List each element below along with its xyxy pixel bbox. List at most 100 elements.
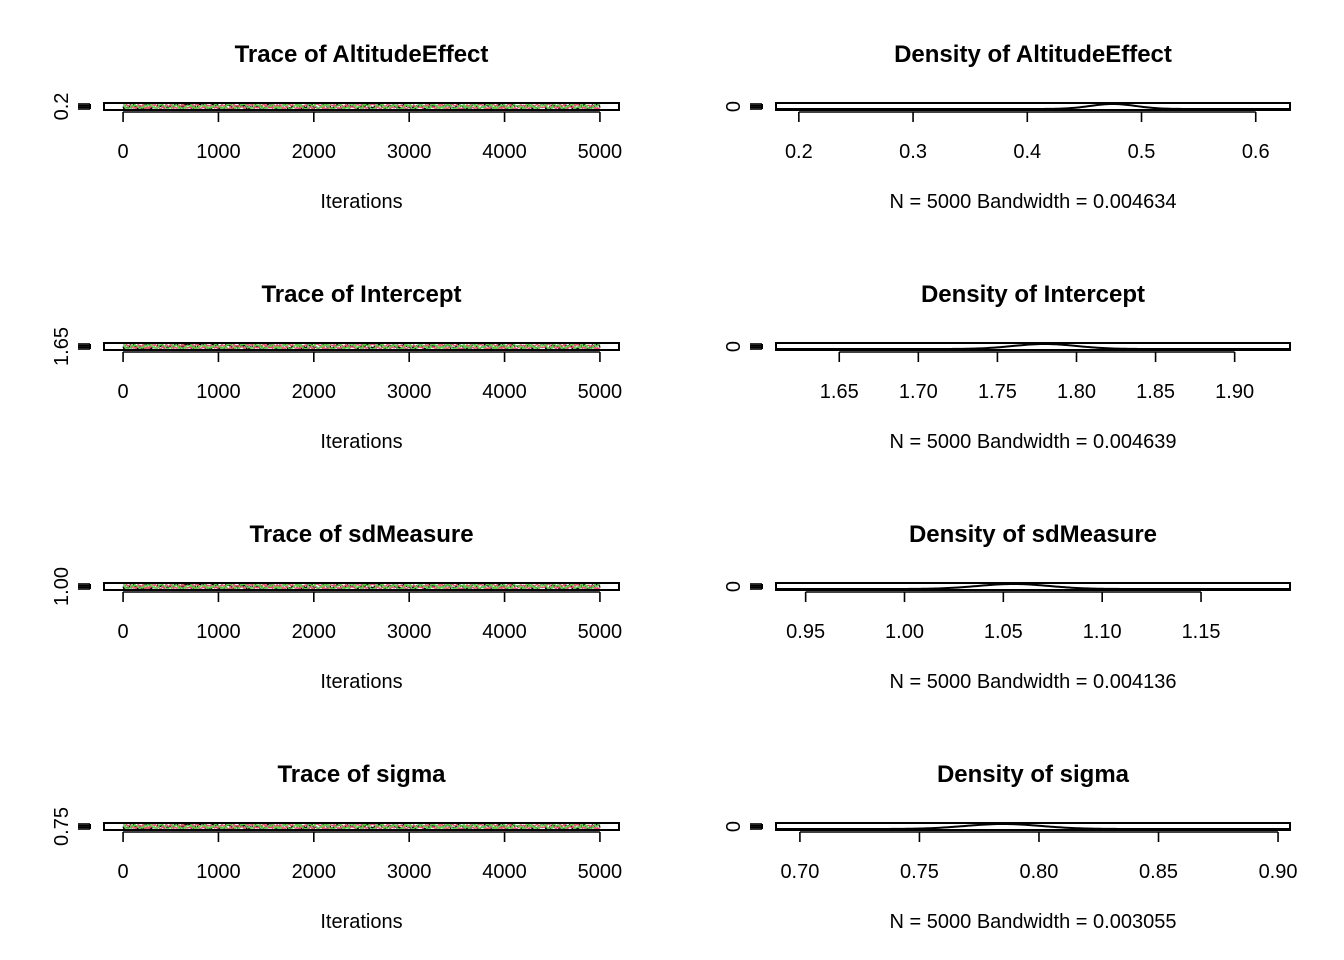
x-tick-label: 0.85 — [1139, 861, 1178, 883]
panel-title: Trace of AltitudeEffect — [235, 41, 489, 68]
panel-trace-of-intercept: Trace of Intercept 1.65 0 1000 2000 3000 4000 5… — [51, 281, 622, 453]
x-tick-label: 1.80 — [1057, 381, 1096, 403]
y-axis: 0 — [723, 101, 763, 112]
panel-title: Trace of sdMeasure — [249, 521, 473, 548]
x-tick-label: 1.85 — [1136, 381, 1175, 403]
panel-density-of-sdmeasure: Density of sdMeasure 0 0.95 1.00 1.05 1.10 1.1… — [723, 521, 1291, 693]
x-tick-label: 0.2 — [785, 141, 813, 163]
x-tick-label: 3000 — [387, 381, 432, 403]
y-axis: 0 — [723, 341, 763, 352]
y-tick-label: 0.2 — [51, 93, 73, 121]
x-tick-label: 0.3 — [899, 141, 927, 163]
y-tick-label: 0 — [723, 341, 745, 352]
x-axis: 0.2 0.3 0.4 0.5 0.6 — [785, 111, 1270, 163]
trace-series-2 — [122, 581, 601, 592]
panel-trace-of-sdmeasure: Trace of sdMeasure 1.00 0 1000 2000 3000 4000 5… — [51, 521, 622, 693]
x-tick-label: 5000 — [578, 861, 623, 883]
y-axis: 1.65 — [51, 327, 91, 366]
x-axis: 0 1000 2000 3000 4000 5000 — [118, 351, 623, 403]
y-axis: 0 — [723, 821, 763, 832]
x-tick-label: 1.15 — [1182, 621, 1221, 643]
panel-title: Density of sdMeasure — [909, 521, 1157, 548]
panel-density-of-sigma: Density of sigma 0 0.70 0.75 0.80 0.85 0.90 N =… — [723, 761, 1298, 933]
x-axis: 0 1000 2000 3000 4000 5000 — [118, 831, 623, 883]
x-axis-label: N = 5000 Bandwidth = 0.003055 — [890, 911, 1177, 933]
density-curve — [776, 582, 1290, 590]
trace-series-2 — [122, 341, 601, 352]
panel-title: Trace of sigma — [277, 761, 446, 788]
x-axis-label: Iterations — [320, 191, 402, 213]
plot-frame — [775, 102, 1291, 111]
x-tick-label: 0.90 — [1259, 861, 1298, 883]
x-tick-label: 2000 — [292, 141, 337, 163]
x-axis: 0 1000 2000 3000 4000 5000 — [118, 591, 623, 643]
plot-frame — [775, 582, 1291, 591]
y-tick-label: 1.00 — [51, 567, 73, 606]
x-tick-label: 1000 — [196, 141, 241, 163]
x-tick-label: 1000 — [196, 621, 241, 643]
x-axis: 0 1000 2000 3000 4000 5000 — [118, 111, 623, 163]
x-tick-label: 2000 — [292, 381, 337, 403]
x-tick-label: 1.70 — [899, 381, 938, 403]
x-tick-label: 2000 — [292, 621, 337, 643]
x-tick-label: 0.80 — [1020, 861, 1059, 883]
plot-frame — [103, 822, 620, 831]
trace-series-2 — [122, 101, 601, 112]
x-tick-label: 0 — [118, 141, 129, 163]
density-curve — [776, 102, 1290, 110]
panel-title: Density of sigma — [937, 761, 1130, 788]
panel-title: Trace of Intercept — [261, 281, 461, 308]
y-axis: 1.00 — [51, 567, 91, 606]
x-axis: 0.95 1.00 1.05 1.10 1.15 — [786, 591, 1221, 643]
x-tick-label: 0.6 — [1242, 141, 1270, 163]
x-tick-label: 0 — [118, 621, 129, 643]
x-axis-label: Iterations — [320, 911, 402, 933]
x-tick-label: 0.75 — [900, 861, 939, 883]
panels: Trace of AltitudeEffect 0.2 0 1000 2000 3000 4… — [51, 41, 1298, 933]
y-tick-label: 0 — [723, 581, 745, 592]
x-axis-label: N = 5000 Bandwidth = 0.004639 — [890, 431, 1177, 453]
trace-series-3 — [123, 341, 601, 352]
x-tick-label: 5000 — [578, 621, 623, 643]
panel-title: Density of Intercept — [921, 281, 1145, 308]
x-tick-label: 1000 — [196, 861, 241, 883]
x-tick-label: 2000 — [292, 861, 337, 883]
x-tick-label: 1.00 — [885, 621, 924, 643]
x-axis-label: Iterations — [320, 431, 402, 453]
x-tick-label: 0.95 — [786, 621, 825, 643]
y-tick-label: 0 — [723, 101, 745, 112]
x-tick-label: 1.65 — [820, 381, 859, 403]
y-axis: 0.2 — [51, 93, 91, 121]
x-tick-label: 0.4 — [1013, 141, 1041, 163]
plot-frame — [103, 582, 620, 591]
x-axis-label: N = 5000 Bandwidth = 0.004136 — [890, 671, 1177, 693]
x-tick-label: 1000 — [196, 381, 241, 403]
x-tick-label: 1.75 — [978, 381, 1017, 403]
x-tick-label: 5000 — [578, 141, 623, 163]
x-tick-label: 0 — [118, 861, 129, 883]
x-tick-label: 4000 — [482, 861, 527, 883]
density-curve — [776, 823, 1290, 830]
y-tick-label: 1.65 — [51, 327, 73, 366]
x-tick-label: 4000 — [482, 141, 527, 163]
x-tick-label: 0.70 — [780, 861, 819, 883]
x-tick-label: 3000 — [387, 621, 432, 643]
x-tick-label: 3000 — [387, 141, 432, 163]
y-tick-label: 0 — [723, 821, 745, 832]
plot-frame — [103, 342, 620, 351]
plot-frame — [775, 342, 1291, 351]
y-axis: 0.75 — [51, 807, 91, 846]
panel-trace-of-sigma: Trace of sigma 0.75 0 1000 2000 3000 4000 5000 I… — [51, 761, 622, 933]
x-axis: 0.70 0.75 0.80 0.85 0.90 — [780, 831, 1298, 883]
panel-density-of-intercept: Density of Intercept 0 1.65 1.70 1.75 1.80 1.8… — [723, 281, 1291, 453]
panel-trace-of-altitudeeffect: Trace of AltitudeEffect 0.2 0 1000 2000 3000 4… — [51, 41, 622, 213]
x-axis-label: Iterations — [320, 671, 402, 693]
x-tick-label: 5000 — [578, 381, 623, 403]
x-tick-label: 1.90 — [1215, 381, 1254, 403]
x-tick-label: 0 — [118, 381, 129, 403]
plot-frame — [775, 822, 1291, 831]
trace-series-3 — [123, 101, 601, 112]
x-tick-label: 1.05 — [984, 621, 1023, 643]
trace-series-2 — [122, 821, 601, 832]
